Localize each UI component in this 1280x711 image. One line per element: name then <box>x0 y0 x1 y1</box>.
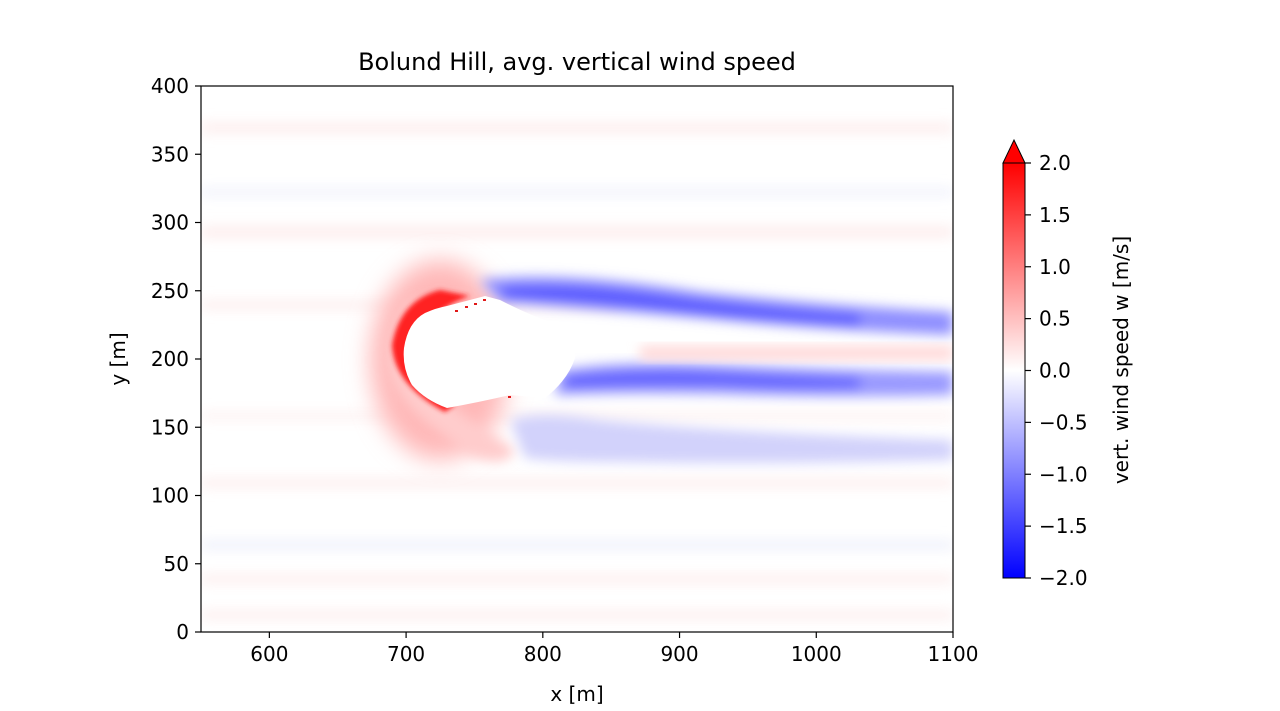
y-tick-label: 300 <box>151 211 189 235</box>
x-tick-label: 1000 <box>791 642 842 666</box>
y-tick-label: 250 <box>151 279 189 303</box>
y-axis: 0 50 100 150 200 250 300 350 400 <box>151 74 201 644</box>
x-tick-label: 700 <box>387 642 425 666</box>
downstream-updraft-streak <box>640 346 953 360</box>
colorbar-tick-label: −2.0 <box>1039 566 1088 590</box>
chart-title: Bolund Hill, avg. vertical wind speed <box>358 48 796 76</box>
colorbar: −2.0 −1.5 −1.0 −0.5 0.0 0.5 1.0 1.5 2.0 vert. wi… <box>1002 138 1133 590</box>
y-tick-label: 150 <box>151 415 189 439</box>
colorbar-tick-label: −0.5 <box>1039 410 1088 434</box>
background-streaks <box>201 122 953 620</box>
hill-mask <box>403 296 576 408</box>
x-axis-label: x [m] <box>550 682 603 706</box>
colorbar-tick-label: 0.5 <box>1039 307 1071 331</box>
lower-wake-downdraft <box>510 415 953 464</box>
colorbar-ticks: −2.0 −1.5 −1.0 −0.5 0.0 0.5 1.0 1.5 2.0 <box>1025 151 1088 590</box>
x-tick-label: 800 <box>524 642 562 666</box>
x-tick-label: 1100 <box>928 642 979 666</box>
colorbar-gradient <box>1002 162 1026 579</box>
colorbar-tick-label: −1.0 <box>1039 462 1088 486</box>
y-tick-label: 100 <box>151 484 189 508</box>
y-tick-label: 50 <box>164 552 189 576</box>
y-tick-label: 200 <box>151 347 189 371</box>
colorbar-label: vert. wind speed w [m/s] <box>1109 236 1133 484</box>
x-tick-label: 900 <box>660 642 698 666</box>
south-downdraft-band <box>555 363 953 397</box>
y-tick-label: 0 <box>176 620 189 644</box>
colorbar-tick-label: −1.5 <box>1039 514 1088 538</box>
colorbar-tick-label: 1.0 <box>1039 255 1071 279</box>
x-axis: 600 700 800 900 1000 1100 <box>250 632 978 666</box>
colorbar-tick-label: 2.0 <box>1039 151 1071 175</box>
y-tick-label: 400 <box>151 74 189 98</box>
north-downdraft-band <box>480 276 953 335</box>
rim-speckles <box>455 299 511 398</box>
y-tick-label: 350 <box>151 142 189 166</box>
y-axis-label: y [m] <box>106 332 130 385</box>
colorbar-extend-arrow <box>1002 138 1026 164</box>
heatmap-field <box>201 86 953 632</box>
x-tick-label: 600 <box>250 642 288 666</box>
colorbar-tick-label: 0.0 <box>1039 359 1071 383</box>
colorbar-tick-label: 1.5 <box>1039 203 1071 227</box>
